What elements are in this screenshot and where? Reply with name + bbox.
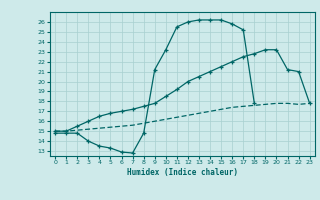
X-axis label: Humidex (Indice chaleur): Humidex (Indice chaleur) xyxy=(127,168,238,177)
